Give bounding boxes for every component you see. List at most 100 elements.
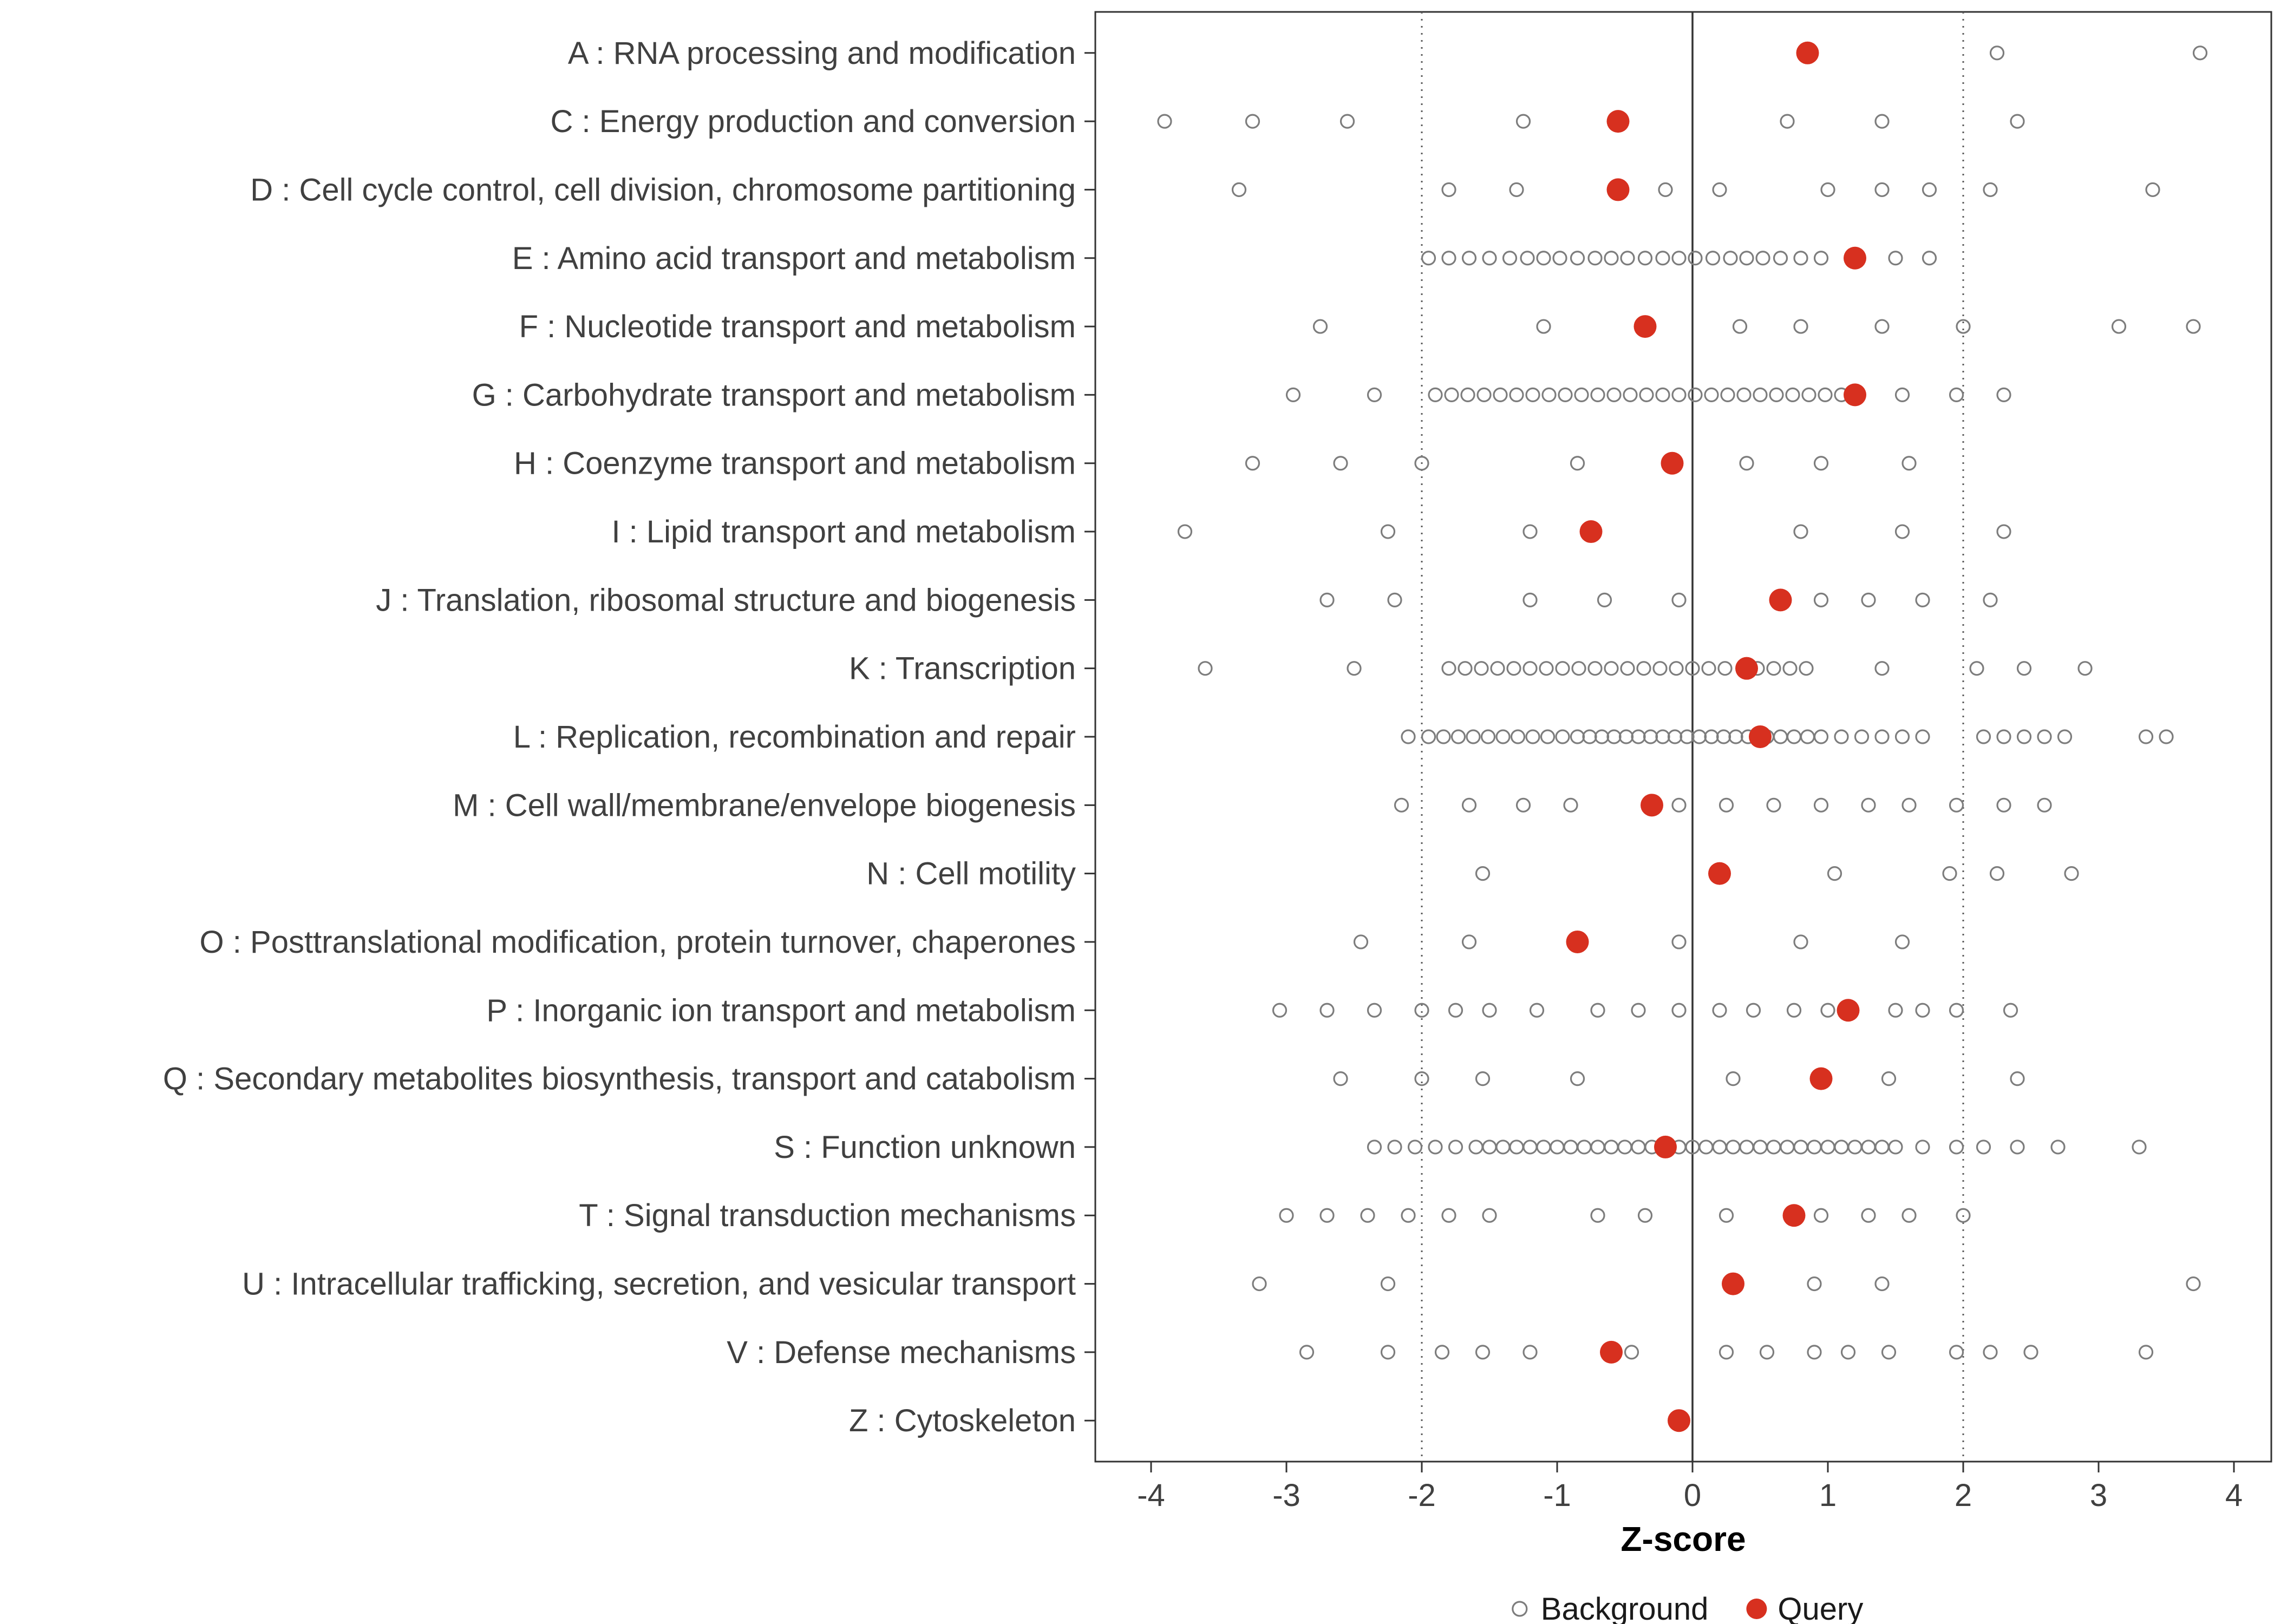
background-point <box>2138 1345 2154 1360</box>
background-point <box>1529 1003 1545 1018</box>
background-point <box>1558 387 1573 402</box>
background-point <box>1901 797 1917 813</box>
category-label: M : Cell wall/membrane/envelope biogenes… <box>453 788 1076 823</box>
background-point <box>1574 387 1589 402</box>
background-point <box>1380 524 1396 539</box>
background-point <box>1380 1345 1396 1360</box>
background-point <box>1460 387 1475 402</box>
category-label: O : Posttranslational modification, prot… <box>200 925 1076 960</box>
background-point <box>1655 251 1670 266</box>
x-tick-label: 1 <box>1819 1478 1837 1513</box>
background-point <box>1874 182 1890 198</box>
background-point <box>1888 1140 1903 1155</box>
category-label: G : Carbohydrate transport and metabolis… <box>472 377 1076 412</box>
x-tick-label: -3 <box>1272 1478 1301 1513</box>
background-point <box>1441 182 1456 198</box>
background-point <box>1685 661 1700 676</box>
query-point <box>1844 383 1866 407</box>
background-point <box>1490 661 1505 676</box>
background-point <box>2186 319 2201 334</box>
background-point <box>1441 661 1456 676</box>
background-point <box>2016 661 2032 676</box>
background-point <box>1502 251 1518 266</box>
background-point <box>1461 797 1477 813</box>
background-point <box>1597 592 1612 607</box>
background-point <box>1587 251 1603 266</box>
background-point <box>1480 729 1496 744</box>
background-point <box>1983 592 1998 607</box>
background-point <box>1915 1003 1930 1018</box>
background-point <box>1522 1345 1538 1360</box>
background-point <box>1475 1071 1491 1086</box>
background-point <box>1874 661 1890 676</box>
background-point <box>1515 797 1531 813</box>
background-point <box>1915 1140 1930 1155</box>
background-point <box>1671 1003 1687 1018</box>
legend-label: Background <box>1541 1592 1709 1624</box>
background-point <box>1671 797 1687 813</box>
background-point <box>1813 1208 1829 1223</box>
background-point <box>1782 661 1798 676</box>
background-point <box>1669 661 1684 676</box>
background-point <box>1606 387 1622 402</box>
background-point <box>1712 1003 1727 1018</box>
background-point <box>1636 661 1651 676</box>
background-point <box>1671 934 1687 949</box>
background-point <box>1299 1345 1315 1360</box>
query-point <box>1600 1340 1623 1364</box>
x-axis-title: Z-score <box>1620 1520 1746 1558</box>
legend-query-marker-icon <box>1746 1599 1767 1619</box>
background-point <box>1861 592 1876 607</box>
background-point <box>1732 319 1748 334</box>
background-point <box>1367 387 1382 402</box>
background-point <box>1894 934 1910 949</box>
background-point <box>1718 1345 1734 1360</box>
background-point <box>2037 729 2052 744</box>
background-point <box>1894 729 1910 744</box>
background-point <box>1827 866 1842 881</box>
background-point <box>1655 387 1670 402</box>
background-point <box>1441 251 1456 266</box>
background-point <box>1515 114 1531 129</box>
background-point <box>1874 729 1890 744</box>
background-point <box>2111 319 2127 334</box>
query-point <box>1769 588 1792 612</box>
background-point <box>1701 661 1716 676</box>
background-point <box>1506 661 1521 676</box>
plot-panel <box>1094 11 2272 1463</box>
background-point <box>1753 387 1768 402</box>
background-point <box>1801 387 1816 402</box>
query-point <box>1661 451 1684 475</box>
background-point <box>2003 1003 2018 1018</box>
query-point <box>1606 110 1630 133</box>
background-point <box>1723 251 1738 266</box>
category-label: L : Replication, recombination and repai… <box>513 719 1076 755</box>
background-point <box>1428 1140 1443 1155</box>
background-point <box>1637 1208 1653 1223</box>
background-point <box>1387 592 1402 607</box>
query-point <box>1809 1067 1833 1090</box>
background-point <box>1525 387 1540 402</box>
background-point <box>1475 866 1491 881</box>
category-label: D : Cell cycle control, cell division, c… <box>250 172 1076 207</box>
query-point <box>1654 1135 1677 1158</box>
background-point <box>1333 456 1348 471</box>
background-point <box>1461 934 1477 949</box>
background-point <box>1793 934 1808 949</box>
background-point <box>1319 1208 1335 1223</box>
query-point <box>1837 999 1860 1022</box>
category-label: E : Amino acid transport and metabolism <box>512 241 1076 276</box>
background-point <box>1475 1345 1491 1360</box>
background-point <box>1942 866 1957 881</box>
background-point <box>1401 729 1416 744</box>
background-point <box>1522 661 1538 676</box>
background-point <box>1807 1276 1822 1292</box>
background-point <box>1279 1208 1294 1223</box>
background-point <box>1717 661 1733 676</box>
background-point <box>1407 1140 1423 1155</box>
background-point <box>1555 661 1570 676</box>
background-point <box>2145 182 2160 198</box>
background-point <box>1736 387 1752 402</box>
background-point <box>1922 182 1937 198</box>
background-point <box>1718 797 1734 813</box>
